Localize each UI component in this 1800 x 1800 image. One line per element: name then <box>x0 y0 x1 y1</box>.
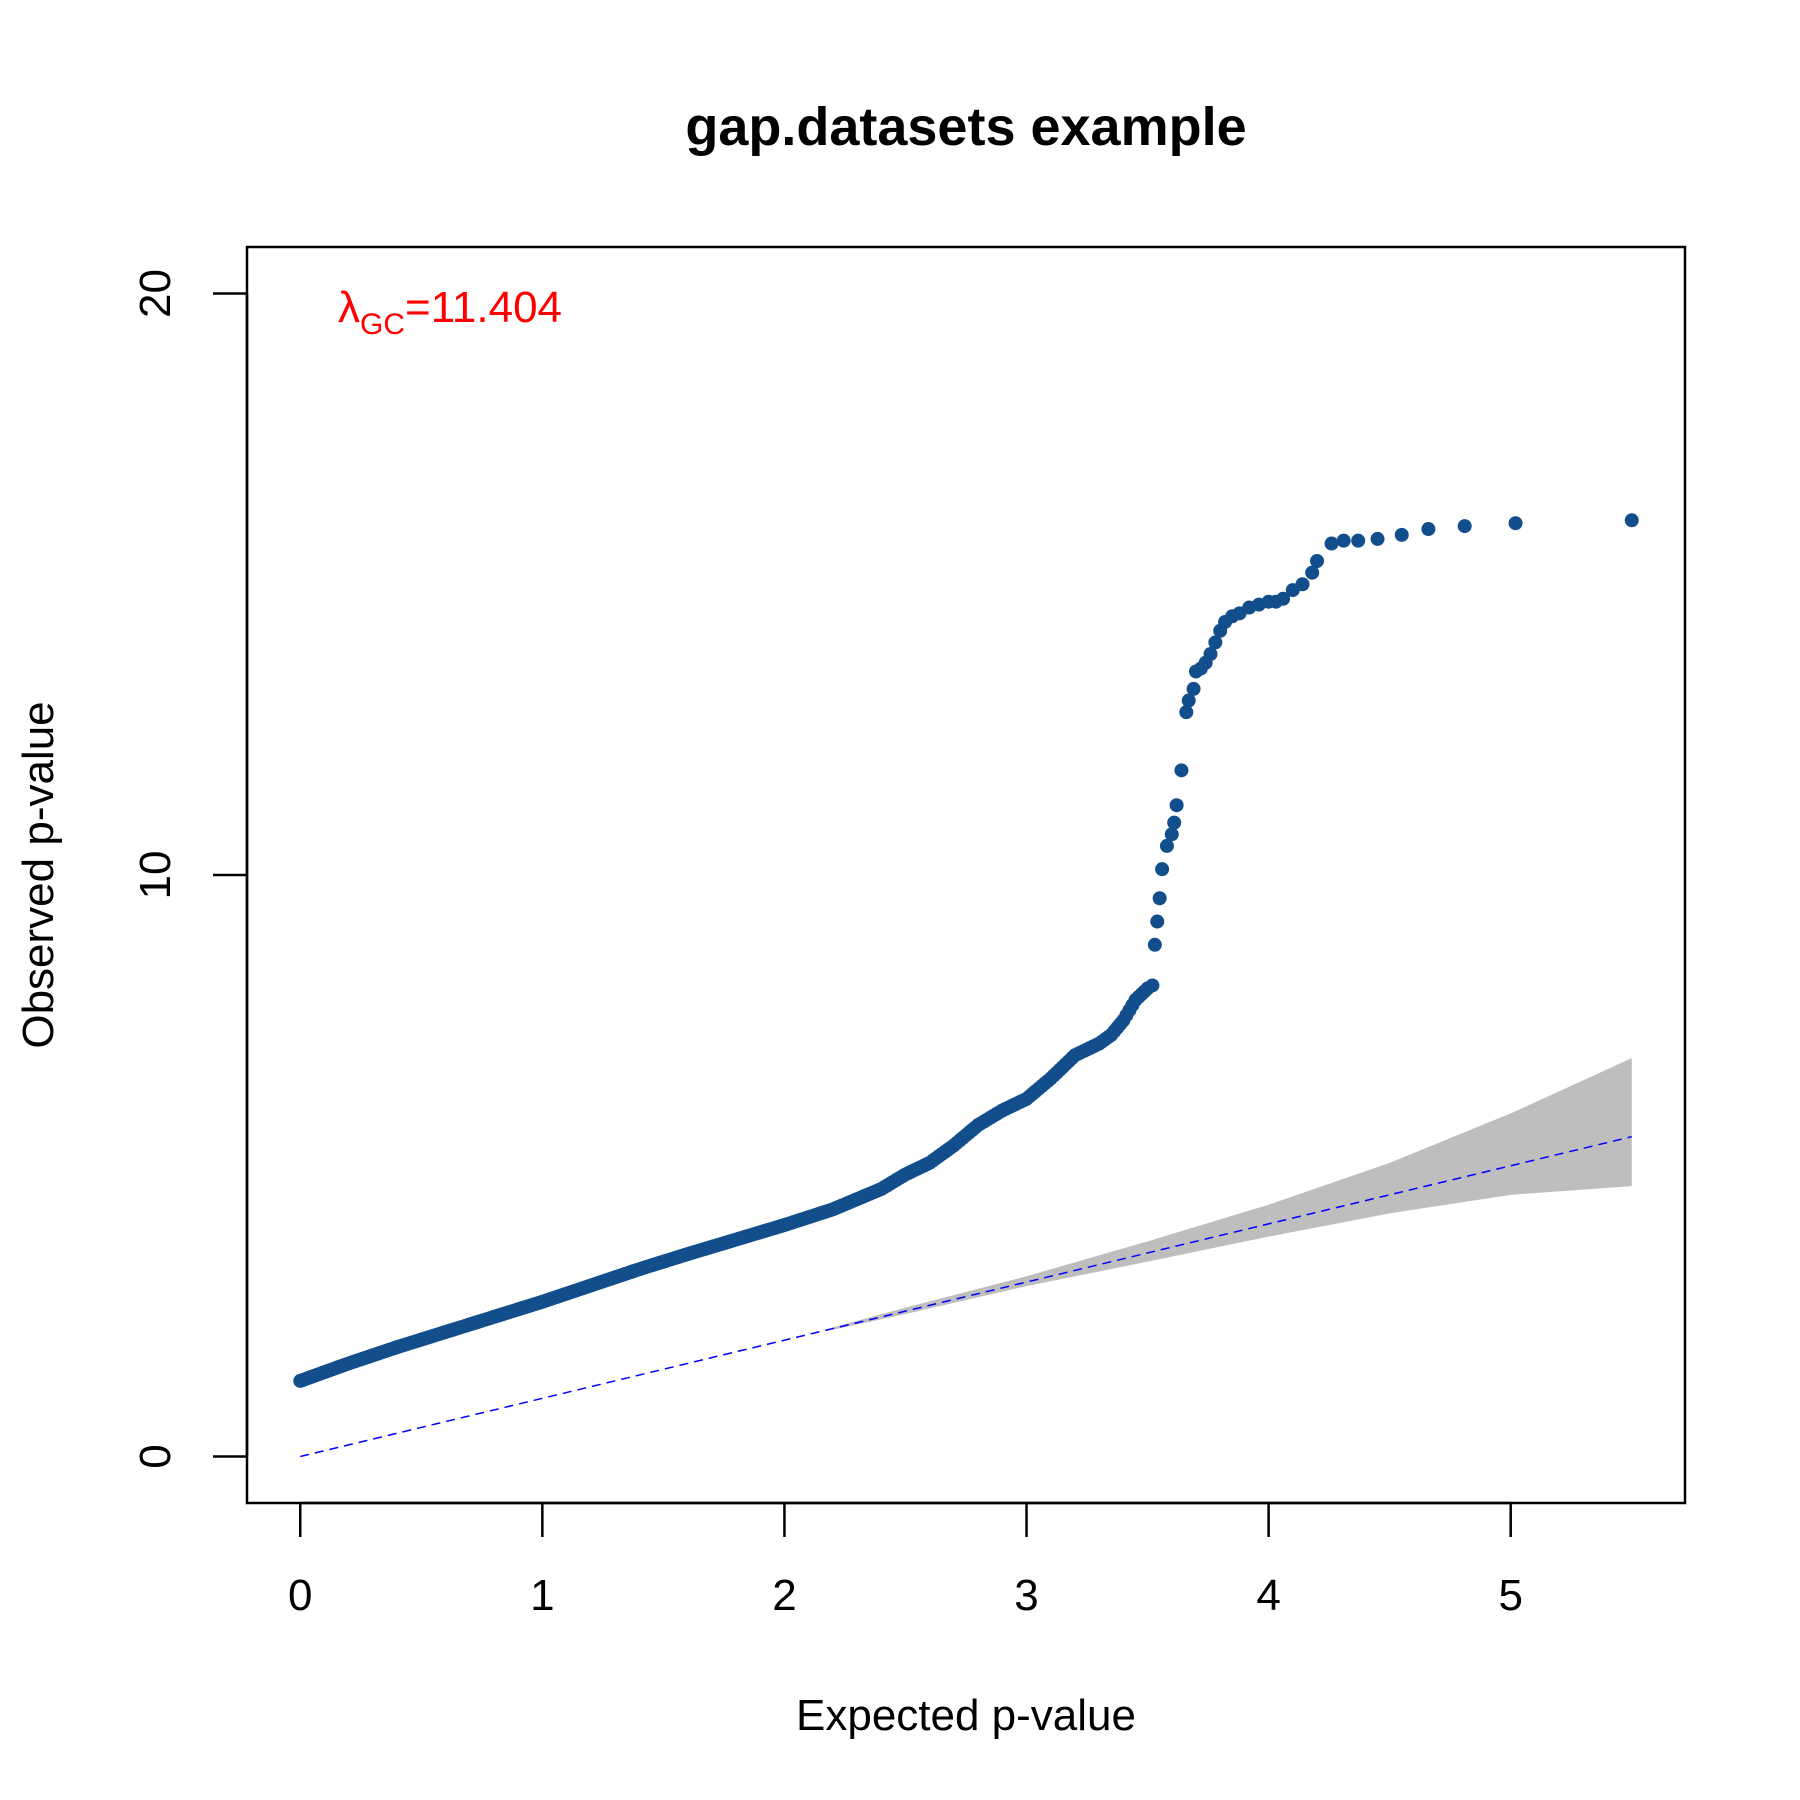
data-point <box>1150 914 1165 929</box>
data-point <box>1276 591 1291 606</box>
confidence-band-layer <box>832 1058 1632 1330</box>
data-point <box>1336 533 1351 548</box>
y-tick-label: 0 <box>131 1444 180 1468</box>
x-tick-label: 1 <box>530 1571 554 1620</box>
y-tick-label: 20 <box>131 269 180 318</box>
data-point <box>1508 516 1523 531</box>
lambda-gc-annotation: λGC=11.404 <box>338 283 562 341</box>
x-tick-label: 0 <box>288 1571 312 1620</box>
data-point <box>1186 681 1201 696</box>
points-layer <box>293 513 1639 1388</box>
data-point <box>1164 827 1179 842</box>
x-tick-label: 2 <box>772 1571 796 1620</box>
data-point <box>1421 522 1436 537</box>
data-point <box>1457 519 1472 534</box>
data-point <box>1324 536 1339 551</box>
data-point <box>1145 978 1160 993</box>
x-axis-label: Expected p-value <box>796 1691 1136 1740</box>
data-point <box>1159 838 1174 853</box>
lambda-value: =11.404 <box>405 283 562 332</box>
chart-title: gap.datasets example <box>685 97 1246 157</box>
data-point <box>1394 527 1409 542</box>
data-point <box>1295 577 1310 592</box>
confidence-band <box>832 1058 1632 1330</box>
lambda-symbol: λ <box>338 283 360 332</box>
y-axis-label: Observed p-value <box>14 701 63 1048</box>
data-point <box>1624 513 1639 528</box>
x-tick-label: 4 <box>1256 1571 1280 1620</box>
plot-frame <box>245 245 1687 1505</box>
x-tick-label: 5 <box>1498 1571 1522 1620</box>
data-point <box>1351 533 1366 548</box>
data-point <box>1174 763 1189 778</box>
data-point <box>1155 862 1170 877</box>
y-axis: 0 10 20 <box>131 269 249 1469</box>
x-axis: 0 1 2 3 4 5 <box>288 1501 1523 1620</box>
reference-line-layer <box>300 1135 1632 1458</box>
data-point <box>1310 554 1325 568</box>
data-point <box>1208 635 1223 650</box>
y-tick-label: 10 <box>131 851 180 900</box>
data-point <box>1370 531 1385 546</box>
data-point <box>1179 705 1194 720</box>
data-point <box>1169 798 1184 813</box>
lambda-subscript: GC <box>360 308 405 341</box>
data-point <box>1147 937 1162 952</box>
data-point <box>1152 891 1167 906</box>
x-tick-label: 3 <box>1014 1571 1038 1620</box>
data-point <box>1305 565 1320 580</box>
reference-line <box>300 1135 1632 1458</box>
data-point <box>1167 815 1182 830</box>
data-point <box>1181 693 1196 708</box>
data-point <box>1203 647 1218 662</box>
